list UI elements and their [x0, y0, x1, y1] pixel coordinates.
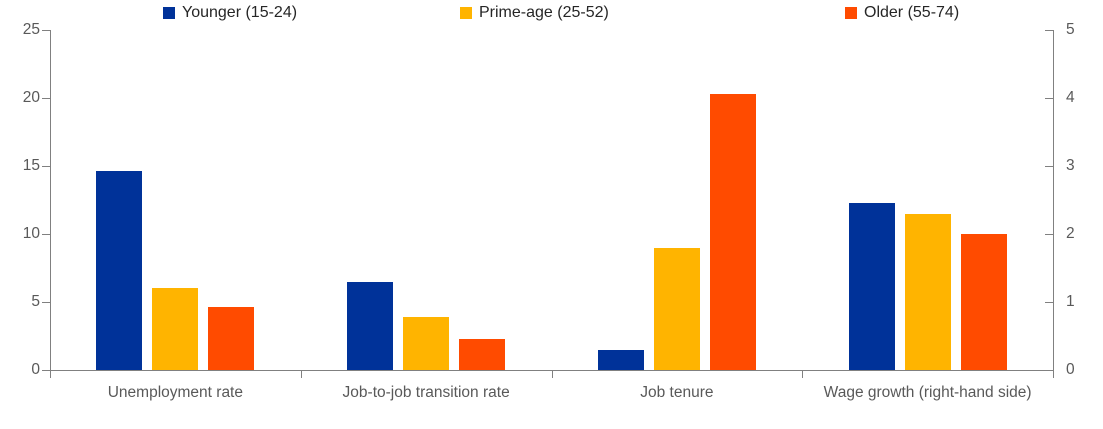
y-axis-right: [1053, 30, 1054, 373]
bar-older-2: [459, 338, 506, 370]
y-tick-label-left: 5: [31, 293, 40, 310]
y-tick-label-left: 10: [22, 225, 40, 242]
y-tick-left: [42, 98, 50, 99]
y-axis-left: [50, 30, 51, 373]
y-tick-label-right: 1: [1066, 293, 1075, 310]
y-tick-label-right: 5: [1066, 21, 1075, 38]
y-tick-left: [42, 30, 50, 31]
legend-item-1: Younger (15-24): [163, 4, 297, 22]
y-tick-right: [1045, 234, 1053, 235]
legend-swatch-icon: [460, 7, 472, 19]
y-tick-right: [1045, 98, 1053, 99]
bar-prime-age-2: [403, 316, 450, 370]
legend-swatch-icon: [163, 7, 175, 19]
y-tick-right: [1045, 166, 1053, 167]
bar-older-4: [960, 234, 1007, 370]
legend-item-2: Prime-age (25-52): [460, 4, 609, 22]
y-tick-left: [42, 302, 50, 303]
y-tick-right: [1045, 30, 1053, 31]
x-tick: [551, 370, 553, 378]
y-tick-label-right: 0: [1066, 361, 1075, 378]
bar-younger-4: [848, 203, 895, 370]
y-tick-label-left: 20: [22, 89, 40, 106]
legend-item-3: Older (55-74): [845, 4, 959, 22]
y-tick-left: [42, 166, 50, 167]
category-label: Unemployment rate: [107, 384, 243, 401]
legend-swatch-icon: [845, 7, 857, 19]
legend-label: Younger (15-24): [182, 4, 298, 21]
y-tick-left: [42, 234, 50, 235]
bar-younger-1: [96, 171, 143, 370]
y-tick-label-right: 2: [1066, 225, 1075, 242]
bar-prime-age-1: [152, 288, 199, 370]
bar-younger-2: [347, 281, 394, 370]
y-tick-label-right: 4: [1066, 89, 1075, 106]
y-tick-label-right: 3: [1066, 157, 1075, 174]
x-tick: [50, 370, 51, 378]
y-tick-right: [1045, 370, 1053, 371]
bar-prime-age-3: [653, 247, 700, 370]
y-tick-left: [42, 370, 50, 371]
y-tick-label-left: 15: [22, 157, 40, 174]
x-tick: [1053, 370, 1054, 378]
y-tick-label-left: 25: [22, 21, 40, 38]
category-label: Wage growth (right-hand side): [823, 384, 1032, 401]
x-tick: [802, 370, 804, 378]
bar-younger-3: [597, 349, 644, 370]
bar-prime-age-4: [904, 213, 951, 370]
category-label: Job-to-job transition rate: [342, 384, 510, 401]
y-tick-label-left: 0: [31, 361, 40, 378]
bar-older-3: [709, 93, 756, 370]
legend-label: Older (55-74): [864, 4, 960, 21]
y-tick-right: [1045, 302, 1053, 303]
bar-older-1: [208, 307, 255, 370]
legend-label: Prime-age (25-52): [479, 4, 609, 21]
x-tick: [300, 370, 302, 378]
category-label: Job tenure: [640, 384, 714, 401]
